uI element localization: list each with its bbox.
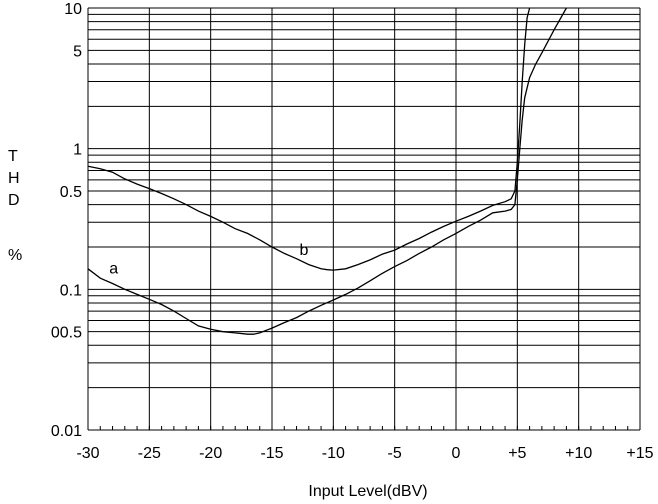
series-curves [87, 7, 567, 335]
x-tick-label: -5 [388, 445, 402, 462]
y-axis-unit-label: % [8, 247, 22, 264]
x-tick-label: -10 [322, 445, 345, 462]
series-labels: ab [109, 242, 308, 277]
series-label-b: b [299, 242, 308, 259]
x-tick-label: -25 [138, 445, 161, 462]
y-tick-label: 10 [64, 1, 82, 18]
x-tick-label: +10 [565, 445, 592, 462]
x-tick-labels: -30 -25 -20 -15 -10 -5 0 +5 +10 +15 [76, 445, 653, 462]
y-tick-label: 5 [73, 43, 82, 60]
x-tick-label: 0 [452, 445, 461, 462]
x-tick-label: -15 [260, 445, 283, 462]
plot-grid [87, 7, 641, 431]
series-label-a: a [109, 260, 118, 277]
x-tick-label: -20 [199, 445, 222, 462]
x-tick-label: -30 [76, 445, 99, 462]
y-tick-label: 0.01 [51, 423, 82, 440]
x-tick-label: +15 [626, 445, 653, 462]
x-axis-label: Input Level(dBV) [308, 483, 427, 500]
y-tick-label: 0.1 [60, 282, 82, 299]
y-axis-label-char-2: D [8, 192, 20, 209]
y-tick-label: 00.5 [51, 325, 82, 342]
series-line-a [87, 7, 567, 335]
x-tick-label: +5 [508, 445, 526, 462]
y-tick-labels: 10 5 1 0.5 0.1 00.5 0.01 [51, 1, 82, 440]
y-tick-label: 0.5 [60, 184, 82, 201]
y-axis-label-char-1: H [8, 170, 20, 187]
series-line-b [87, 7, 531, 271]
y-axis-label: T H D % [8, 148, 22, 264]
y-axis-label-char-0: T [8, 148, 18, 165]
y-tick-label: 1 [73, 142, 82, 159]
